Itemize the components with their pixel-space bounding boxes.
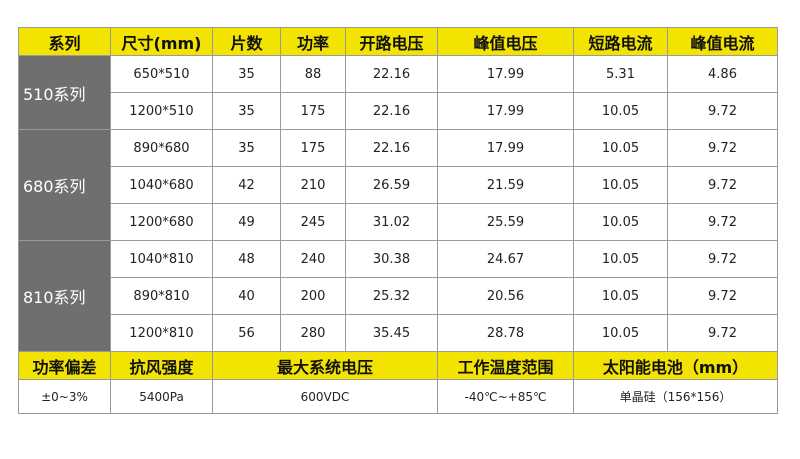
header-cell: 片数 bbox=[212, 27, 281, 56]
data-cell: 650*510 bbox=[110, 55, 213, 93]
group-cell: 810系列 bbox=[18, 240, 111, 352]
data-cell: 10.05 bbox=[573, 277, 668, 315]
table-row: 510系列 650*510 35 88 22.16 17.99 5.31 4.86 bbox=[18, 55, 778, 130]
data-cell: 17.99 bbox=[437, 129, 574, 167]
footer-header-cell: 功率偏差 bbox=[18, 351, 111, 380]
data-cell: 1040*680 bbox=[110, 166, 213, 204]
data-cell: 40 bbox=[212, 277, 281, 315]
header-cell: 开路电压 bbox=[345, 27, 438, 56]
data-cell: 9.72 bbox=[667, 92, 778, 130]
data-cell: 4.86 bbox=[667, 55, 778, 93]
data-cell: 56 bbox=[212, 314, 281, 352]
data-cell: 175 bbox=[280, 129, 346, 167]
group-cell: 510系列 bbox=[18, 55, 111, 130]
data-cell: 5.31 bbox=[573, 55, 668, 93]
data-cell: 28.78 bbox=[437, 314, 574, 352]
footer-value-cell: -40℃~+85℃ bbox=[437, 379, 574, 414]
data-cell: 10.05 bbox=[573, 166, 668, 204]
footer-value-cell: 600VDC bbox=[212, 379, 438, 414]
footer-value-cell: 单晶硅（156*156） bbox=[573, 379, 778, 414]
data-cell: 35 bbox=[212, 92, 281, 130]
data-cell: 9.72 bbox=[667, 166, 778, 204]
data-cell: 9.72 bbox=[667, 314, 778, 352]
data-cell: 1200*680 bbox=[110, 203, 213, 241]
data-cell: 10.05 bbox=[573, 129, 668, 167]
data-cell: 17.99 bbox=[437, 55, 574, 93]
data-cell: 24.67 bbox=[437, 240, 574, 278]
data-cell: 280 bbox=[280, 314, 346, 352]
data-cell: 9.72 bbox=[667, 240, 778, 278]
data-cell: 49 bbox=[212, 203, 281, 241]
table-row: 1040*680 42 210 26.59 21.59 10.05 9.72 bbox=[19, 166, 778, 204]
data-cell: 22.16 bbox=[345, 55, 438, 93]
table-row: 890*810 40 200 25.32 20.56 10.05 9.72 bbox=[19, 277, 778, 315]
data-cell: 1040*810 bbox=[110, 240, 213, 278]
data-cell: 10.05 bbox=[573, 314, 668, 352]
footer-value-cell: 5400Pa bbox=[110, 379, 213, 414]
header-cell: 峰值电流 bbox=[667, 27, 778, 56]
data-cell: 200 bbox=[280, 277, 346, 315]
data-cell: 1200*810 bbox=[110, 314, 213, 352]
data-cell: 35.45 bbox=[345, 314, 438, 352]
data-cell: 35 bbox=[212, 129, 281, 167]
data-cell: 21.59 bbox=[437, 166, 574, 204]
table-row: 1200*510 35 175 22.16 17.99 10.05 9.72 bbox=[19, 92, 778, 130]
data-cell: 35 bbox=[212, 55, 281, 93]
data-cell: 10.05 bbox=[573, 240, 668, 278]
data-cell: 20.56 bbox=[437, 277, 574, 315]
data-cell: 10.05 bbox=[573, 92, 668, 130]
header-cell: 尺寸(mm) bbox=[110, 27, 213, 56]
data-cell: 9.72 bbox=[667, 277, 778, 315]
data-cell: 22.16 bbox=[345, 92, 438, 130]
table-body: 系列 尺寸(mm) 片数 功率 开路电压 峰值电压 短路电流 峰值电流 510系列 650*510… bbox=[18, 27, 778, 414]
table-row: 680系列 890*680 35 175 22.16 17.99 10.05 9.72 bbox=[18, 129, 778, 241]
header-cell: 峰值电压 bbox=[437, 27, 574, 56]
table-row: 1200*810 56 280 35.45 28.78 10.05 9.72 bbox=[19, 314, 778, 352]
header-cell: 短路电流 bbox=[573, 27, 668, 56]
header-cell: 系列 bbox=[18, 27, 111, 56]
data-cell: 10.05 bbox=[573, 203, 668, 241]
table-row: 1200*680 49 245 31.02 25.59 10.05 9.72 bbox=[19, 203, 778, 241]
data-cell: 890*810 bbox=[110, 277, 213, 315]
table-row: ±0~3% 5400Pa 600VDC -40℃~+85℃ 单晶硅（156*156） bbox=[18, 379, 778, 414]
data-cell: 175 bbox=[280, 92, 346, 130]
footer-header-cell: 工作温度范围 bbox=[437, 351, 574, 380]
data-cell: 26.59 bbox=[345, 166, 438, 204]
data-cell: 48 bbox=[212, 240, 281, 278]
table-row: 系列 尺寸(mm) 片数 功率 开路电压 峰值电压 短路电流 峰值电流 bbox=[18, 27, 778, 56]
footer-header-cell: 太阳能电池（mm） bbox=[573, 351, 778, 380]
spec-table: 系列 尺寸(mm) 片数 功率 开路电压 峰值电压 短路电流 峰值电流 510系列 650*510… bbox=[18, 27, 778, 414]
data-cell: 25.59 bbox=[437, 203, 574, 241]
data-cell: 240 bbox=[280, 240, 346, 278]
footer-header-cell: 抗风强度 bbox=[110, 351, 213, 380]
data-cell: 245 bbox=[280, 203, 346, 241]
data-cell: 210 bbox=[280, 166, 346, 204]
data-cell: 42 bbox=[212, 166, 281, 204]
data-cell: 22.16 bbox=[345, 129, 438, 167]
data-cell: 17.99 bbox=[437, 92, 574, 130]
data-cell: 31.02 bbox=[345, 203, 438, 241]
footer-header-cell: 最大系统电压 bbox=[212, 351, 438, 380]
group-cell: 680系列 bbox=[18, 129, 111, 241]
footer-value-cell: ±0~3% bbox=[18, 379, 111, 414]
data-cell: 30.38 bbox=[345, 240, 438, 278]
data-cell: 890*680 bbox=[110, 129, 213, 167]
table-row: 810系列 1040*810 48 240 30.38 24.67 10.05 9.72 bbox=[18, 240, 778, 352]
data-cell: 25.32 bbox=[345, 277, 438, 315]
header-cell: 功率 bbox=[280, 27, 346, 56]
data-cell: 9.72 bbox=[667, 129, 778, 167]
data-cell: 88 bbox=[280, 55, 346, 93]
data-cell: 9.72 bbox=[667, 203, 778, 241]
data-cell: 1200*510 bbox=[110, 92, 213, 130]
table-row: 功率偏差 抗风强度 最大系统电压 工作温度范围 太阳能电池（mm） bbox=[18, 351, 778, 380]
